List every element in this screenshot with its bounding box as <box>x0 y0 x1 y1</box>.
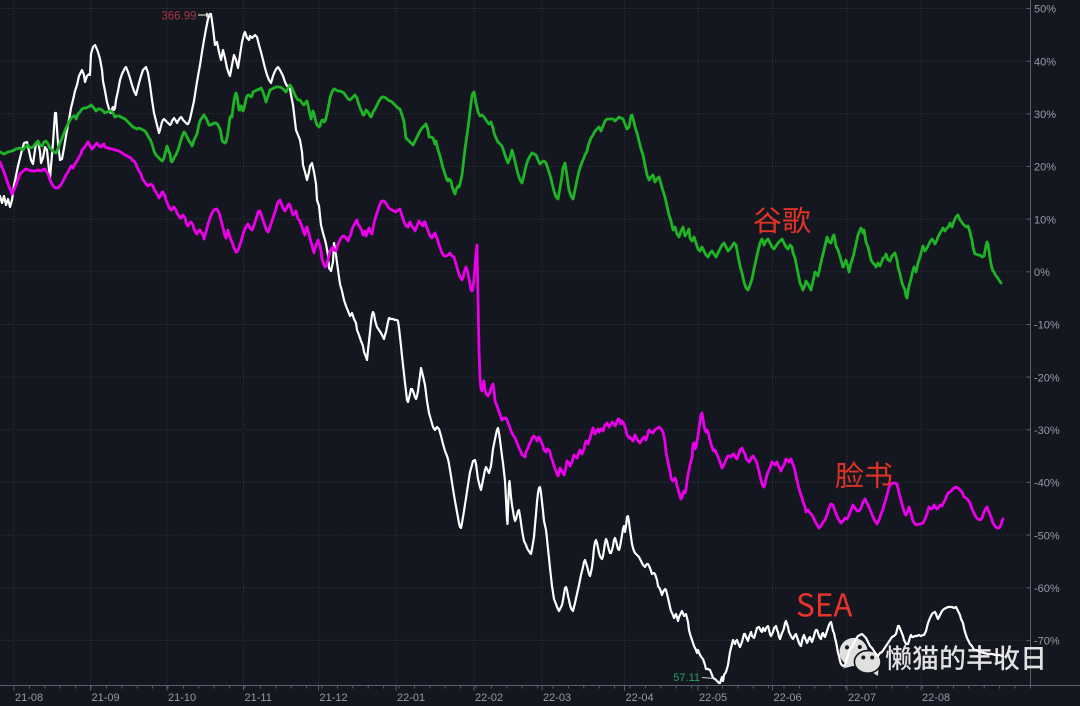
svg-text:22-08: 22-08 <box>922 692 950 704</box>
svg-text:22-01: 22-01 <box>397 692 425 704</box>
svg-text:-60%: -60% <box>1034 583 1060 595</box>
svg-text:22-06: 22-06 <box>774 692 802 704</box>
svg-text:21-11: 21-11 <box>245 692 272 704</box>
svg-text:-30%: -30% <box>1034 425 1060 437</box>
svg-text:30%: 30% <box>1034 109 1056 121</box>
svg-text:57.11: 57.11 <box>673 672 700 684</box>
svg-text:0%: 0% <box>1034 267 1050 279</box>
svg-text:22-03: 22-03 <box>543 692 571 704</box>
svg-text:21-08: 21-08 <box>15 692 43 704</box>
svg-text:22-07: 22-07 <box>848 692 876 704</box>
svg-text:20%: 20% <box>1034 162 1056 174</box>
svg-text:10%: 10% <box>1034 214 1056 226</box>
svg-text:40%: 40% <box>1034 56 1056 68</box>
svg-text:22-04: 22-04 <box>626 692 654 704</box>
svg-text:22-05: 22-05 <box>699 692 727 704</box>
svg-text:21-09: 21-09 <box>92 692 120 704</box>
svg-text:-70%: -70% <box>1034 636 1060 648</box>
svg-text:21-12: 21-12 <box>320 692 348 704</box>
svg-text:-10%: -10% <box>1034 320 1060 332</box>
svg-text:22-02: 22-02 <box>475 692 503 704</box>
svg-text:50%: 50% <box>1034 4 1056 16</box>
svg-text:-50%: -50% <box>1034 530 1060 542</box>
svg-text:-40%: -40% <box>1034 478 1060 490</box>
svg-text:21-10: 21-10 <box>168 692 196 704</box>
svg-text:-20%: -20% <box>1034 372 1060 384</box>
svg-text:366.99: 366.99 <box>161 11 196 23</box>
